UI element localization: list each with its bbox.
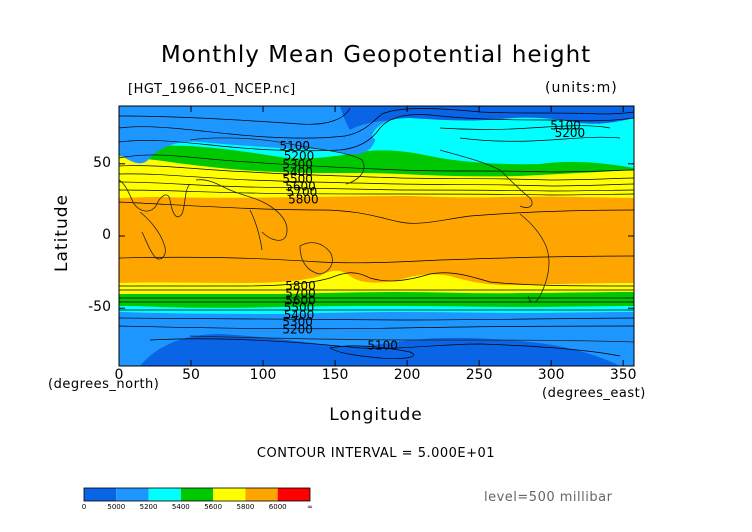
x-tick-label: 50 bbox=[182, 367, 200, 383]
source-file-label: [HGT_1966-01_NCEP.nc] bbox=[128, 82, 296, 97]
colorbar bbox=[83, 487, 311, 502]
contour-label: 5200 bbox=[555, 126, 586, 140]
band-n-low-core bbox=[340, 106, 634, 130]
contour-label: 5500 bbox=[284, 301, 315, 315]
colorbar-label: 6000 bbox=[268, 503, 287, 511]
band-n-cyan-patch bbox=[372, 117, 634, 166]
contour-interval-note: CONTOUR INTERVAL = 5.000E+01 bbox=[256, 446, 496, 461]
y-axis-label: Latitude bbox=[52, 194, 72, 272]
colorbar-swatch bbox=[148, 488, 181, 501]
contour-label: 5100 bbox=[367, 338, 398, 352]
colorbar-swatch bbox=[277, 488, 310, 501]
x-tick-label: 150 bbox=[321, 367, 349, 383]
colorbar-swatch bbox=[245, 488, 278, 501]
colorbar-label: 0 bbox=[81, 503, 87, 511]
colorbar-swatch bbox=[116, 488, 149, 501]
x-tick-label: 100 bbox=[249, 367, 277, 383]
x-unit-label: (degrees_east) bbox=[542, 386, 646, 401]
contour-label: 5200 bbox=[284, 149, 315, 163]
chart-title: Monthly Mean Geopotential height bbox=[160, 42, 592, 68]
colorbar-label: 5400 bbox=[171, 503, 190, 511]
x-tick-label: 0 bbox=[114, 367, 124, 383]
axis-ticks bbox=[118, 106, 634, 366]
contour-lines bbox=[119, 107, 634, 359]
contour-label: 5500 bbox=[282, 172, 313, 186]
y-tick-label: 50 bbox=[93, 154, 111, 171]
y-tick-label: 0 bbox=[102, 227, 111, 243]
colorbar-swatch bbox=[180, 488, 214, 501]
colorbar-label: 5000 bbox=[107, 503, 126, 511]
contour-label: 5800 bbox=[285, 279, 316, 293]
colorbar-label: ∞ bbox=[307, 503, 313, 511]
x-tick-label: 250 bbox=[465, 367, 493, 383]
contour-label: 5800 bbox=[288, 192, 319, 206]
contour-label: 5400 bbox=[284, 308, 315, 322]
contour-label: 5300 bbox=[282, 315, 313, 329]
y-tick-label: -50 bbox=[88, 299, 111, 316]
x-tick-label: 350 bbox=[609, 367, 637, 383]
colorbar-label: 5600 bbox=[204, 503, 223, 511]
contour-label: 5700 bbox=[287, 185, 318, 199]
contour-label: 5400 bbox=[282, 165, 313, 179]
contour-label: 5200 bbox=[282, 322, 313, 336]
x-axis-label: Longitude bbox=[329, 405, 423, 425]
colorbar-frame bbox=[83, 487, 311, 502]
contour-label: 5100 bbox=[550, 119, 581, 133]
colorbar-swatch bbox=[213, 488, 246, 501]
band-s-low-core bbox=[140, 334, 620, 366]
x-tick-label: 200 bbox=[393, 367, 421, 383]
contour-labels: 5100520053005400550056005700580058005700… bbox=[279, 119, 585, 353]
level-label: level=500 millibar bbox=[484, 490, 613, 505]
contour-label: 5100 bbox=[279, 139, 310, 153]
contour-label: 5600 bbox=[285, 294, 316, 308]
y-unit-label: (degrees_north) bbox=[48, 377, 160, 392]
contour-label: 5600 bbox=[285, 179, 316, 193]
coastlines bbox=[119, 137, 634, 343]
x-tick-label: 300 bbox=[537, 367, 565, 383]
contour-label: 5300 bbox=[282, 158, 313, 172]
colorbar-label: 5200 bbox=[139, 503, 158, 511]
contour-label: 5700 bbox=[285, 286, 316, 300]
units-label: (units:m) bbox=[545, 80, 618, 96]
colorbar-swatch bbox=[84, 488, 117, 501]
colorbar-label: 5800 bbox=[236, 503, 255, 511]
